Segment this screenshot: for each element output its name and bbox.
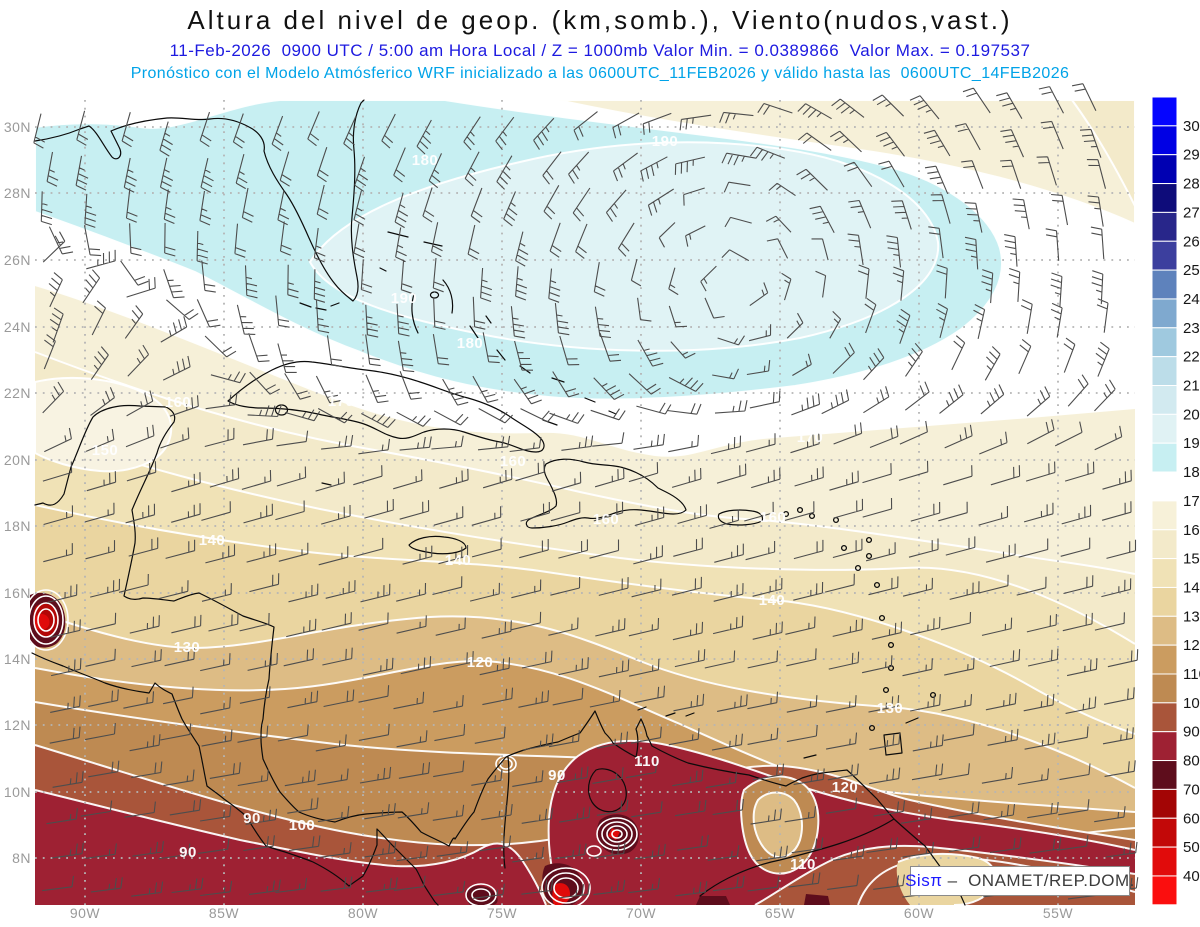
svg-text:170: 170 [797,429,824,446]
svg-text:28N: 28N [4,185,31,201]
svg-text:140: 140 [199,532,226,549]
svg-text:30N: 30N [4,119,31,135]
svg-text:140: 140 [759,592,786,609]
svg-text:60: 60 [1183,810,1200,827]
svg-text:70W: 70W [626,905,657,921]
svg-text:130: 130 [174,639,201,656]
svg-text:140: 140 [1183,579,1200,596]
svg-text:140: 140 [445,552,472,569]
svg-text:24N: 24N [4,319,31,335]
svg-text:280: 280 [1183,176,1200,193]
svg-text:22N: 22N [4,385,31,401]
axis-labels: 30N 28N 26N 24N 22N 20N 18N 16N 14N 12N 10N 8N 90W 85… [4,119,1074,921]
svg-text:50: 50 [1183,839,1200,856]
svg-text:300: 300 [1183,118,1200,135]
svg-text:150: 150 [92,442,119,459]
svg-text:60W: 60W [904,905,935,921]
svg-text:100: 100 [289,817,316,834]
svg-text:160: 160 [500,453,527,470]
svg-text:18N: 18N [4,518,31,534]
svg-text:120: 120 [1183,637,1200,654]
svg-text:160: 160 [165,394,192,411]
svg-text:20N: 20N [4,452,31,468]
extreme-contour-rings [23,589,638,909]
svg-text:130: 130 [877,700,904,717]
svg-text:8N: 8N [12,850,31,866]
svg-text:170: 170 [1183,493,1200,510]
shaded-height-field [30,99,1136,906]
svg-text:110: 110 [634,753,660,770]
svg-text:26N: 26N [4,252,31,268]
svg-text:14N: 14N [4,651,31,667]
svg-text:220: 220 [1183,349,1200,366]
svg-text:190: 190 [652,133,679,150]
svg-text:10N: 10N [4,784,31,800]
svg-text:90W: 90W [70,905,101,921]
svg-text:120: 120 [832,779,859,796]
svg-text:90: 90 [548,767,566,784]
svg-text:85W: 85W [209,905,240,921]
svg-text:180: 180 [412,152,439,169]
page-title: Altura del nivel de geop. (km,somb.), Vi… [187,5,1013,35]
svg-text:100: 100 [1183,695,1200,712]
svg-text:130: 130 [1183,608,1200,625]
svg-text:200: 200 [1183,406,1200,423]
svg-text:190: 190 [391,290,418,307]
svg-text:90: 90 [179,844,197,861]
svg-text:180: 180 [1183,464,1200,481]
svg-text:110: 110 [1183,666,1200,683]
svg-text:80W: 80W [348,905,379,921]
svg-text:190: 190 [1183,435,1200,452]
svg-text:250: 250 [1183,262,1200,279]
svg-text:150: 150 [1183,551,1200,568]
svg-text:90: 90 [243,810,261,827]
svg-text:230: 230 [1183,320,1200,337]
svg-text:260: 260 [1183,233,1200,250]
wind-barbs [33,83,1139,900]
contour-labels: 190 180 190 180 170 170 160 160 160 160 150 140 140 1… [92,133,904,873]
svg-text:160: 160 [760,509,787,526]
svg-text:16N: 16N [4,585,31,601]
svg-text:65W: 65W [765,905,796,921]
svg-text:210: 210 [1183,378,1200,395]
svg-text:55W: 55W [1043,905,1074,921]
svg-text:290: 290 [1183,147,1200,164]
svg-text:120: 120 [467,654,494,671]
model-info-subtitle: Pronóstico con el Modelo Atmósferico WRF… [130,65,1070,82]
svg-text:110: 110 [790,856,816,873]
sispi-logo-text: Sisπ [905,871,943,890]
svg-text:240: 240 [1183,291,1200,308]
credit-badge: Sisπ – ONAMET/REP.DOM. [905,866,1134,896]
coastlines [31,99,966,906]
svg-text:90: 90 [1183,724,1200,741]
svg-text:40: 40 [1183,868,1200,885]
svg-text:160: 160 [1183,522,1200,539]
svg-text:180: 180 [457,335,484,352]
svg-text:12N: 12N [4,717,31,733]
colorbar-legend: 300 290 280 270 260 250 240 230 220 210 200 190 180 1… [1151,96,1200,906]
onamet-credit-text: – ONAMET/REP.DOM. [942,871,1135,890]
svg-text:160: 160 [593,511,620,528]
svg-text:80: 80 [1183,753,1200,770]
svg-text:75W: 75W [487,905,518,921]
valid-time-subtitle: 11-Feb-2026 0900 UTC / 5:00 am Hora Loca… [169,41,1031,60]
svg-text:170: 170 [328,393,355,410]
svg-text:70: 70 [1183,781,1200,798]
svg-text:270: 270 [1183,204,1200,221]
